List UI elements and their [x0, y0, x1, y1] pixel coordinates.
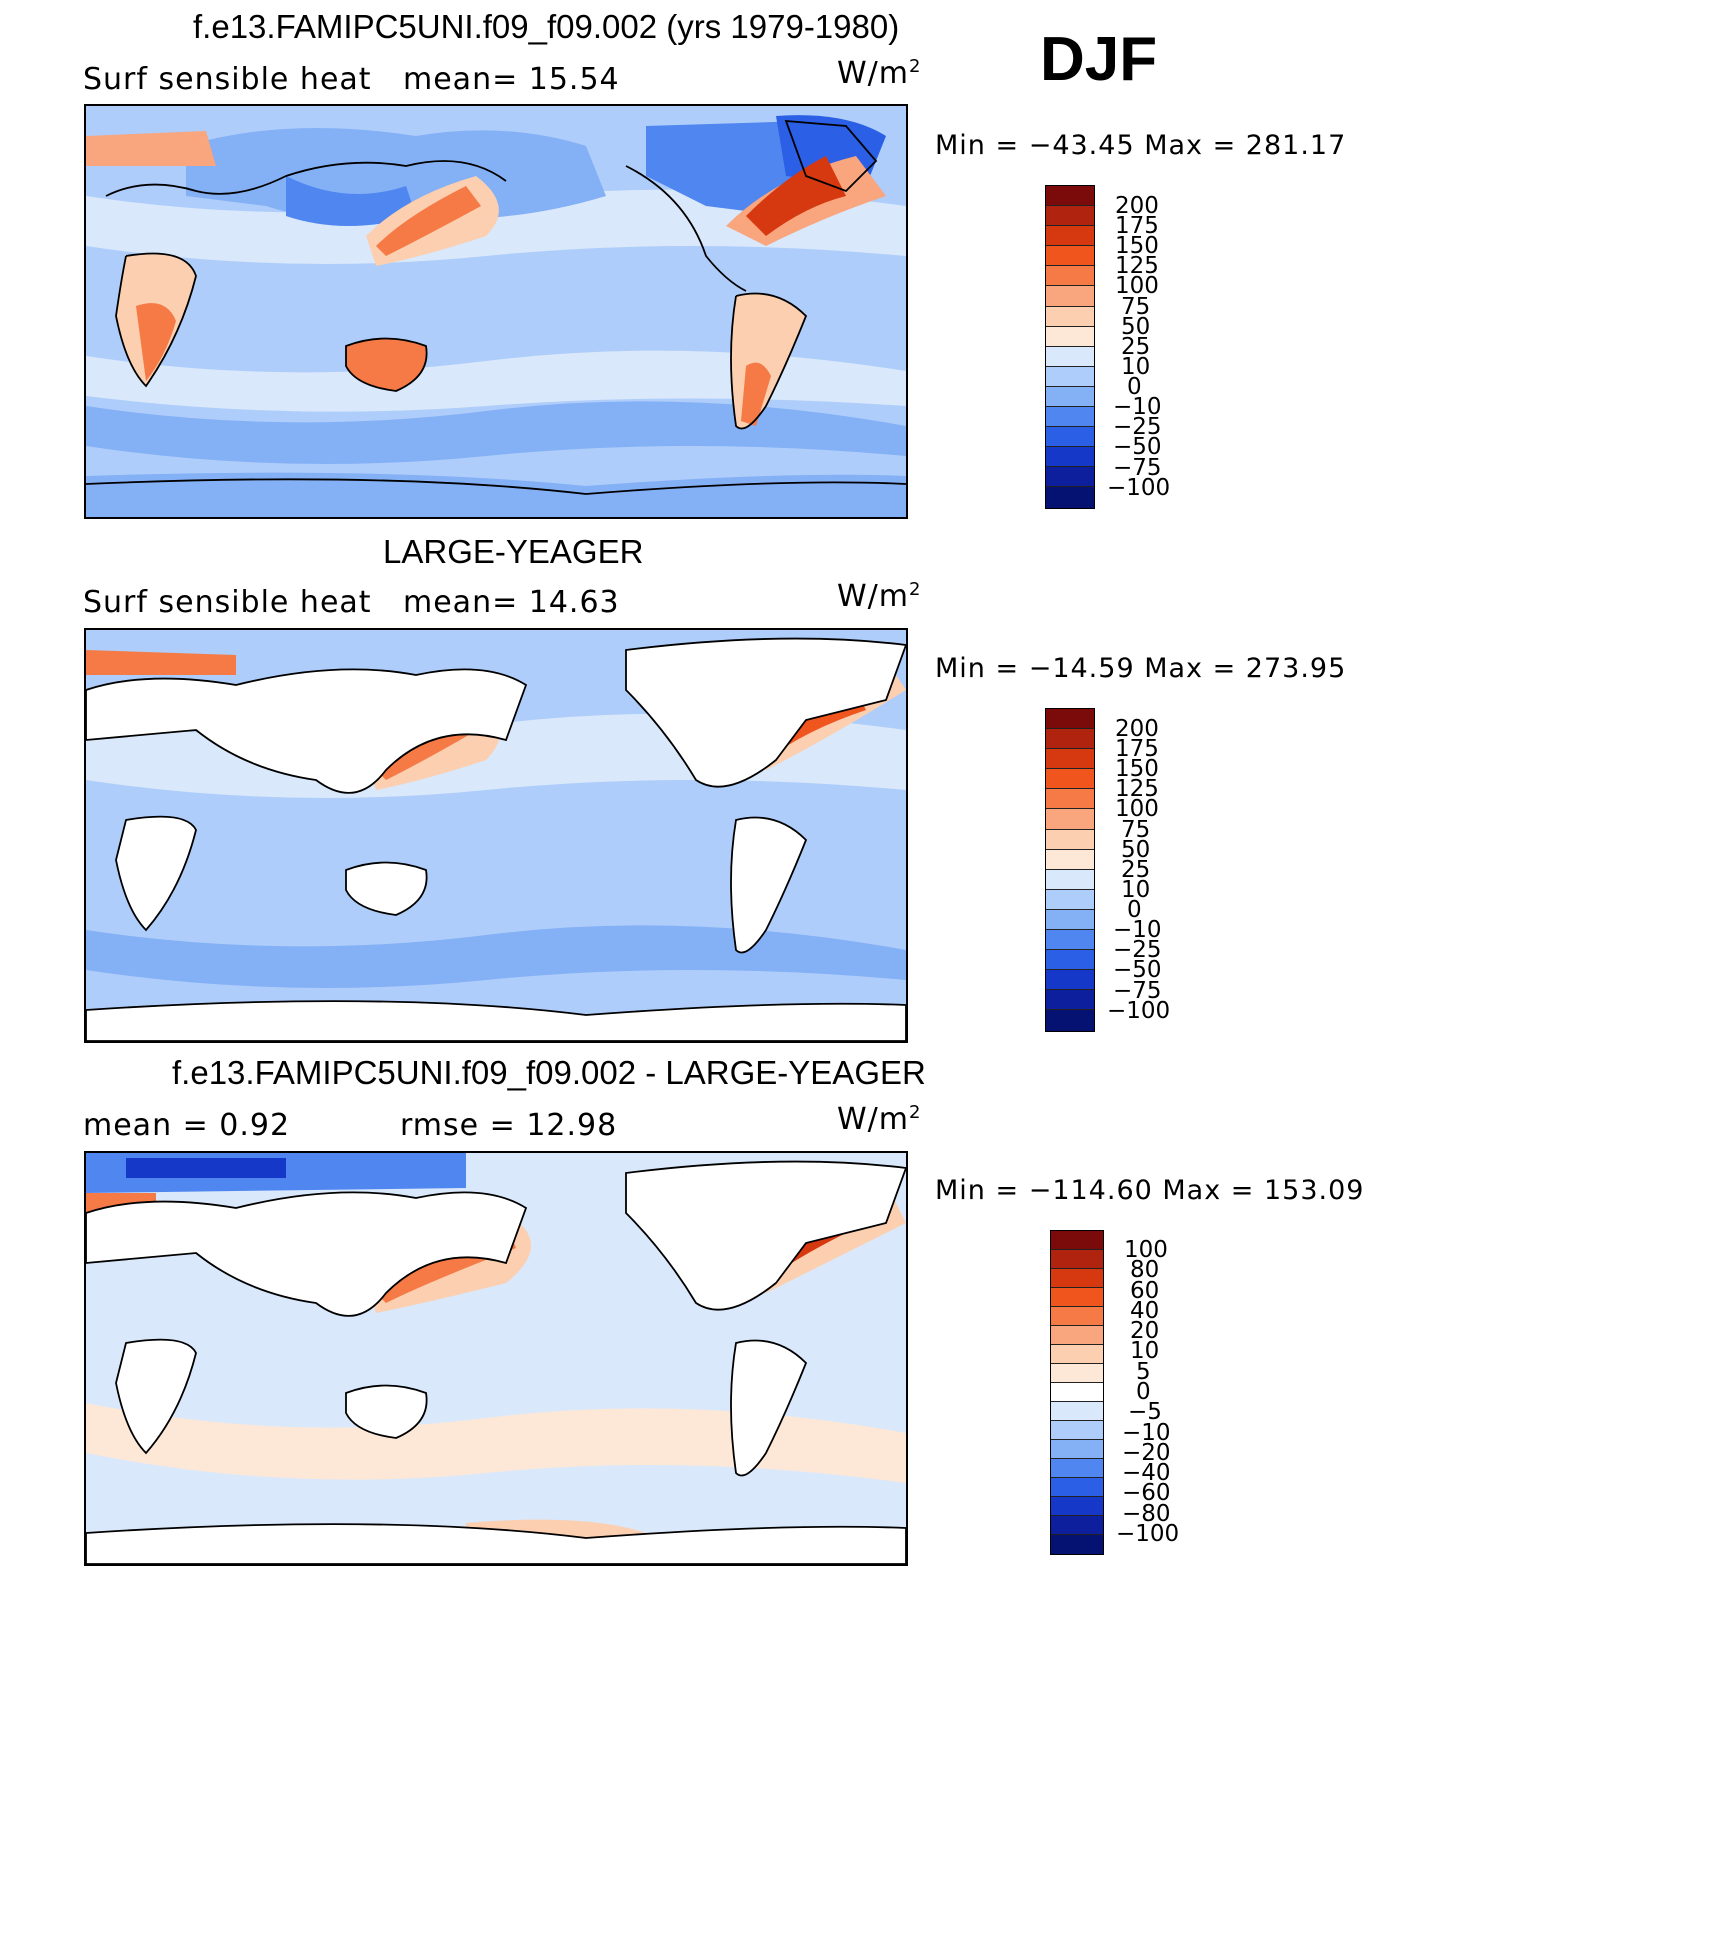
cbar-tick: 50 — [1121, 837, 1151, 863]
cbar-tick: 75 — [1121, 294, 1151, 320]
panel1-variable-label: Surf sensible heat — [83, 62, 372, 97]
panel3-map — [84, 1151, 908, 1566]
cbar-tick: −10 — [1113, 917, 1162, 943]
panel2-min-max: Min = −14.59 Max = 273.95 — [935, 653, 1347, 684]
cbar-tick: −100 — [1116, 1521, 1180, 1547]
cbar-tick: 10 — [1130, 1338, 1160, 1364]
cbar-tick: 0 — [1127, 374, 1142, 400]
panel3-units: W/m2 — [837, 1102, 922, 1137]
cbar-tick: −60 — [1122, 1480, 1171, 1506]
cbar-tick: 125 — [1115, 253, 1159, 279]
cbar-tick: −10 — [1113, 394, 1162, 420]
cbar-tick: −75 — [1113, 978, 1162, 1004]
panel3-colorbar — [1050, 1230, 1104, 1555]
cbar-tick: 100 — [1115, 273, 1159, 299]
panel2-map — [84, 628, 908, 1043]
panel2-colorbar — [1045, 708, 1095, 1032]
cbar-tick: 40 — [1130, 1298, 1160, 1324]
cbar-tick: −80 — [1122, 1501, 1171, 1527]
panel1-colorbar — [1045, 185, 1095, 509]
panel3-mean-label: mean = 0.92 — [83, 1108, 291, 1143]
panel2-title: LARGE-YEAGER — [383, 533, 644, 570]
cbar-tick: −25 — [1113, 937, 1162, 963]
panel1-title: f.e13.FAMIPC5UNI.f09_f09.002 (yrs 1979-1… — [193, 8, 900, 45]
panel1-colorbar-labels: 200 175 150 125 100 75 50 25 10 0 −10 −2… — [1107, 193, 1193, 513]
panel1-map — [84, 104, 908, 519]
cbar-tick: 125 — [1115, 776, 1159, 802]
cbar-tick: 20 — [1130, 1318, 1160, 1344]
cbar-tick: −75 — [1113, 455, 1162, 481]
panel3-colorbar-labels: 100 80 60 40 20 10 5 0 −5 −10 −20 −40 −6… — [1116, 1237, 1202, 1557]
panel1-mean-label: mean= 15.54 — [403, 62, 620, 97]
cbar-tick: 0 — [1136, 1379, 1151, 1405]
panel2-mean-label: mean= 14.63 — [403, 585, 620, 620]
panel1-units: W/m2 — [837, 56, 922, 91]
panel2-variable-label: Surf sensible heat — [83, 585, 372, 620]
cbar-tick: −50 — [1113, 957, 1162, 983]
cbar-tick: −20 — [1122, 1440, 1171, 1466]
panel2-units: W/m2 — [837, 579, 922, 614]
cbar-tick: 150 — [1115, 233, 1159, 259]
cbar-tick: 175 — [1115, 213, 1159, 239]
cbar-tick: 10 — [1121, 877, 1151, 903]
cbar-tick: −25 — [1113, 414, 1162, 440]
cbar-tick: 60 — [1130, 1278, 1160, 1304]
panel1-min-max: Min = −43.45 Max = 281.17 — [935, 130, 1347, 161]
cbar-tick: −40 — [1122, 1460, 1171, 1486]
cbar-tick: −5 — [1128, 1399, 1162, 1425]
cbar-tick: 10 — [1121, 354, 1151, 380]
cbar-tick: 5 — [1136, 1359, 1151, 1385]
cbar-tick: −100 — [1107, 475, 1171, 501]
cbar-tick: 175 — [1115, 736, 1159, 762]
cbar-tick: 100 — [1124, 1237, 1168, 1263]
cbar-tick: 75 — [1121, 817, 1151, 843]
cbar-tick: 0 — [1127, 897, 1142, 923]
season-label: DJF — [1040, 25, 1158, 94]
cbar-tick: −10 — [1122, 1420, 1171, 1446]
panel3-rmse-label: rmse = 12.98 — [400, 1108, 618, 1143]
cbar-tick: 25 — [1121, 857, 1151, 883]
panel3-title: f.e13.FAMIPC5UNI.f09_f09.002 - LARGE-YEA… — [172, 1054, 926, 1091]
cbar-tick: 80 — [1130, 1257, 1160, 1283]
cbar-tick: 50 — [1121, 314, 1151, 340]
panel2-colorbar-labels: 200 175 150 125 100 75 50 25 10 0 −10 −2… — [1107, 716, 1193, 1036]
cbar-tick: 200 — [1115, 716, 1159, 742]
panel3-min-max: Min = −114.60 Max = 153.09 — [935, 1175, 1365, 1206]
cbar-tick: 25 — [1121, 334, 1151, 360]
cbar-tick: 150 — [1115, 756, 1159, 782]
cbar-tick: 200 — [1115, 193, 1159, 219]
cbar-tick: −50 — [1113, 434, 1162, 460]
cbar-tick: 100 — [1115, 796, 1159, 822]
cbar-tick: −100 — [1107, 998, 1171, 1024]
